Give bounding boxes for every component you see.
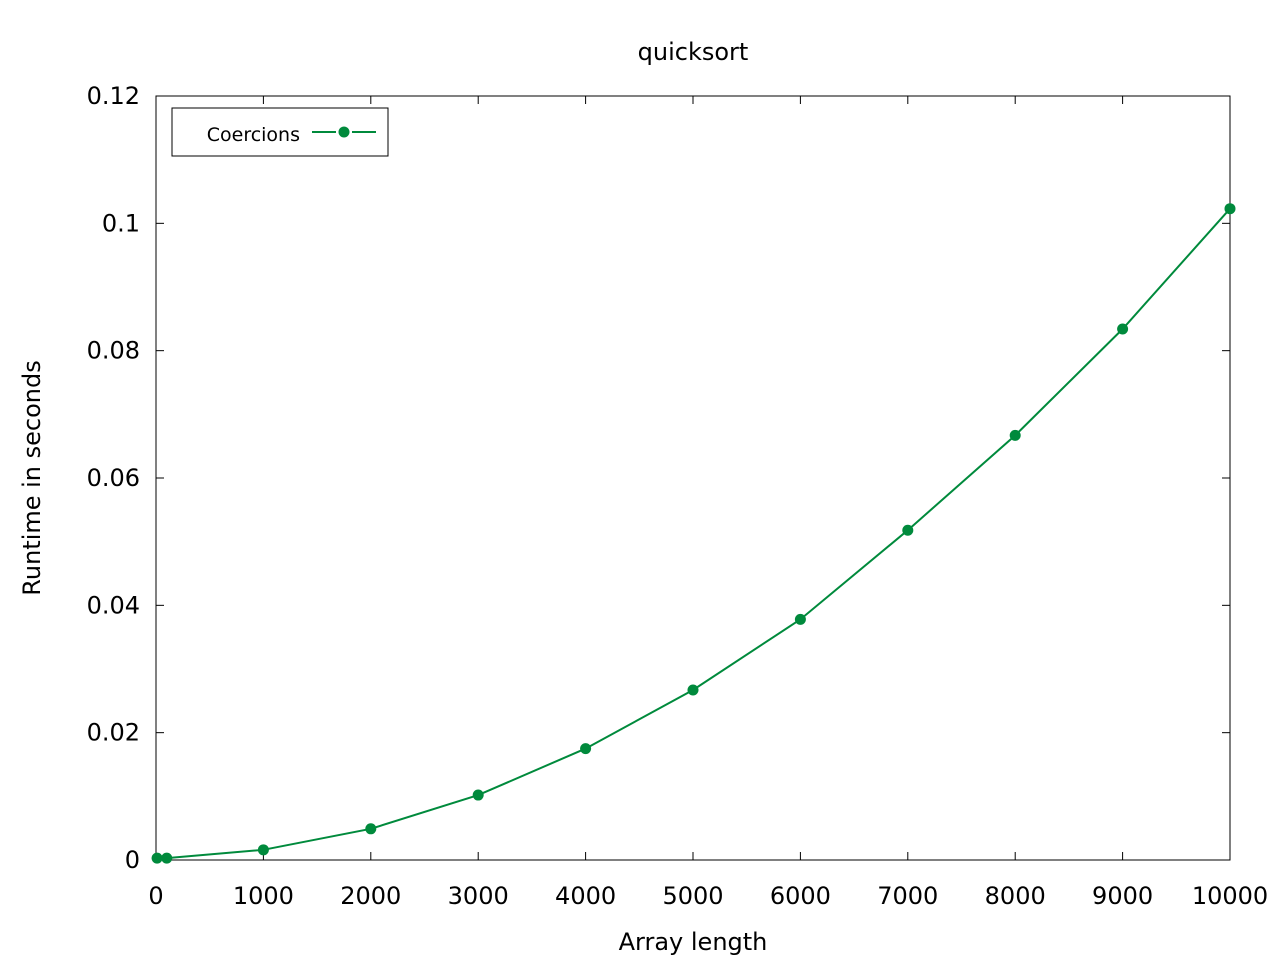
- legend-marker: [338, 126, 350, 138]
- data-point: [472, 789, 484, 801]
- data-point: [1117, 323, 1129, 335]
- y-axis-label: Runtime in seconds: [18, 360, 46, 595]
- y-tick-label: 0.04: [87, 591, 140, 619]
- chart-title: quicksort: [638, 38, 749, 66]
- data-point: [257, 844, 269, 856]
- x-tick-label: 8000: [985, 882, 1046, 910]
- data-point: [161, 852, 173, 864]
- data-point: [794, 613, 806, 625]
- x-tick-label: 7000: [877, 882, 938, 910]
- series-layer: [151, 203, 1236, 864]
- x-axis: 0 1000 2000 3000 4000 5000 6000 7000 8000 9000 100…: [148, 96, 1268, 910]
- data-point: [580, 743, 592, 755]
- data-point: [365, 823, 377, 835]
- data-point: [1009, 429, 1021, 441]
- x-tick-label: 9000: [1092, 882, 1153, 910]
- data-point: [902, 524, 914, 536]
- data-point: [151, 852, 163, 864]
- y-axis: 0 0.02 0.04 0.06 0.08 0.1 0.12: [87, 82, 1230, 874]
- y-tick-label: 0.06: [87, 464, 140, 492]
- x-tick-label: 5000: [662, 882, 723, 910]
- x-tick-label: 3000: [448, 882, 509, 910]
- x-tick-label: 4000: [555, 882, 616, 910]
- legend: Coercions: [171, 107, 389, 157]
- y-tick-label: 0.08: [87, 337, 140, 365]
- series-line: [157, 208, 1231, 860]
- x-axis-label: Array length: [619, 928, 768, 956]
- x-tick-label: 6000: [770, 882, 831, 910]
- x-tick-label: 1000: [233, 882, 294, 910]
- data-point: [687, 684, 699, 696]
- legend-label: Coercions: [207, 124, 300, 146]
- x-tick-label: 10000: [1192, 882, 1268, 910]
- y-tick-label: 0.12: [87, 82, 140, 110]
- x-tick-label: 0: [148, 882, 163, 910]
- data-point: [1224, 203, 1236, 215]
- plot-area-frame: [155, 95, 1231, 861]
- y-tick-label: 0.02: [87, 719, 140, 747]
- x-tick-label: 2000: [340, 882, 401, 910]
- y-tick-label: 0: [125, 846, 140, 874]
- y-tick-label: 0.1: [102, 209, 140, 237]
